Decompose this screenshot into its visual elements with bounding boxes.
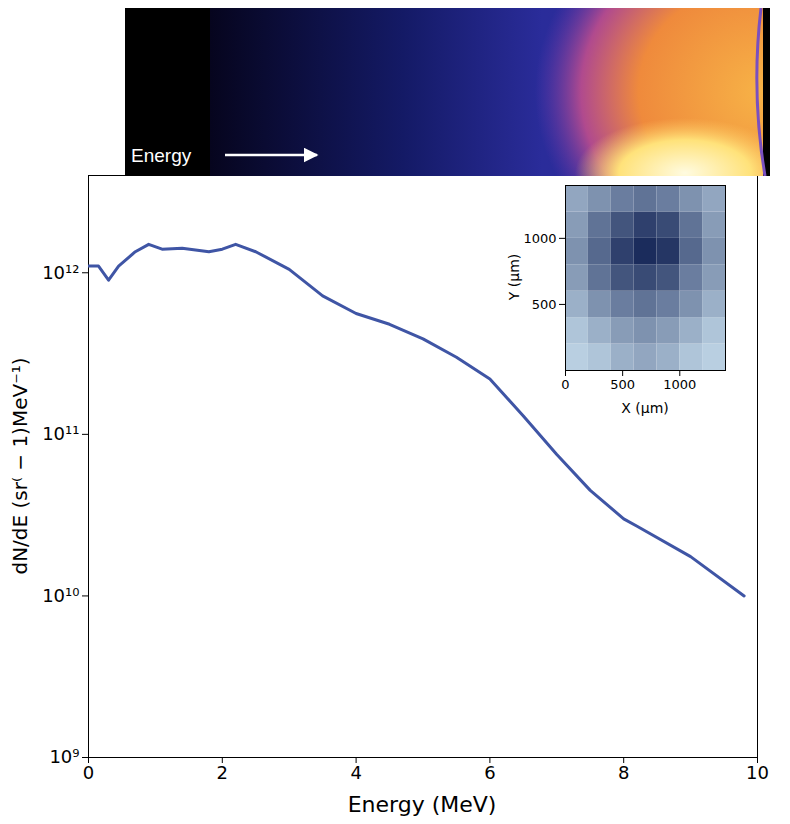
- svg-text:0: 0: [561, 377, 569, 392]
- svg-text:10: 10: [746, 762, 769, 783]
- html-text:Y (μm): Y (μm): [506, 253, 522, 301]
- svg-text:10¹⁰: 10¹⁰: [42, 585, 79, 606]
- html-text:dN/dE (sr⁽ − 1)MeV⁻¹): dN/dE (sr⁽ − 1)MeV⁻¹): [8, 357, 32, 575]
- svg-text:500: 500: [610, 377, 635, 392]
- html-text:Energy (MeV): Energy (MeV): [347, 791, 497, 817]
- svg-text:10⁹: 10⁹: [49, 746, 79, 767]
- svg-text:6: 6: [484, 762, 495, 783]
- svg-text:10¹²: 10¹²: [42, 262, 79, 283]
- html-text:X (μm): X (μm): [621, 400, 669, 416]
- svg-text:Energy: Energy: [131, 145, 192, 166]
- svg-text:8: 8: [618, 762, 629, 783]
- svg-text:500: 500: [532, 297, 557, 312]
- svg-text:10¹¹: 10¹¹: [42, 423, 79, 444]
- svg-text:1000: 1000: [663, 377, 696, 392]
- svg-text:4: 4: [350, 762, 361, 783]
- svg-text:1000: 1000: [523, 231, 556, 246]
- svg-text:0: 0: [83, 762, 94, 783]
- svg-text:2: 2: [217, 762, 228, 783]
